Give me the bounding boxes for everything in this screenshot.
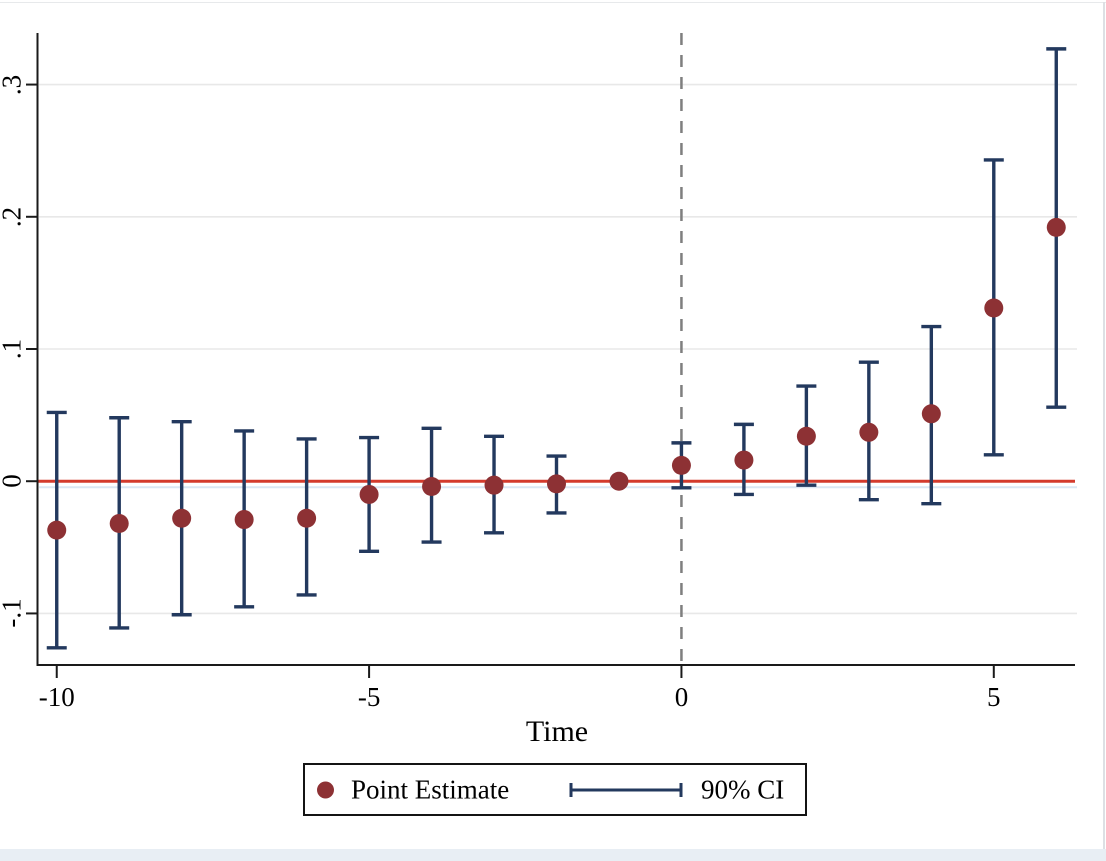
legend-label-point-estimate: Point Estimate bbox=[351, 774, 510, 804]
x-tick-label: -5 bbox=[357, 682, 381, 712]
x-axis-title: Time bbox=[525, 715, 589, 748]
point-marker bbox=[359, 484, 379, 504]
point-estimate-marker-icon bbox=[317, 781, 334, 798]
point-marker bbox=[172, 508, 192, 528]
y-tick-label: .2 bbox=[0, 206, 27, 227]
legend: Point Estimate 90% CI bbox=[303, 763, 807, 816]
y-tick-label: 0 bbox=[0, 474, 27, 488]
y-tick-label: .1 bbox=[0, 338, 27, 360]
point-marker bbox=[921, 404, 941, 424]
legend-label-ci: 90% CI bbox=[701, 774, 785, 804]
point-marker bbox=[484, 475, 504, 495]
point-marker bbox=[1046, 217, 1066, 237]
point-marker bbox=[422, 477, 442, 497]
point-marker bbox=[984, 298, 1004, 318]
window-top-border bbox=[0, 2, 1106, 3]
point-marker bbox=[796, 426, 816, 446]
graph-outer-margin-strip bbox=[0, 849, 1106, 861]
window-right-border bbox=[1103, 2, 1105, 861]
point-marker bbox=[47, 520, 67, 540]
point-marker bbox=[109, 514, 129, 534]
point-marker bbox=[297, 508, 317, 528]
point-marker bbox=[859, 422, 879, 442]
y-tick-label: .3 bbox=[0, 74, 27, 95]
point-marker bbox=[671, 455, 691, 475]
x-tick-label: -10 bbox=[38, 682, 75, 712]
point-marker bbox=[234, 510, 254, 530]
ci-errorbar-icon bbox=[569, 782, 683, 797]
x-tick-label: 0 bbox=[674, 682, 689, 712]
point-marker bbox=[547, 474, 566, 494]
point-marker bbox=[609, 471, 629, 491]
point-marker bbox=[734, 450, 754, 470]
y-tick-label: -.1 bbox=[0, 598, 27, 629]
x-tick-label: 5 bbox=[987, 682, 1001, 712]
